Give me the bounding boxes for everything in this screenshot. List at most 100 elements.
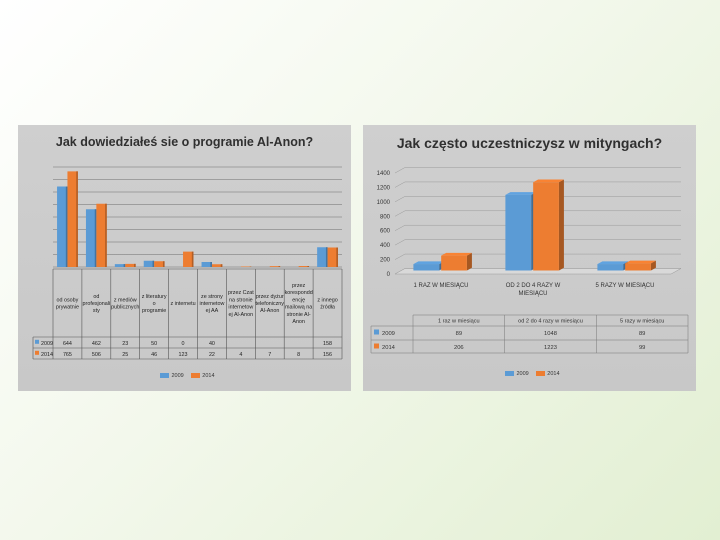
row-key-2009 xyxy=(35,339,39,344)
bar-2009-3 xyxy=(143,260,155,267)
x-tick-label-line: Al-Anon xyxy=(260,308,279,314)
bar-side-2009-9 xyxy=(325,247,328,267)
x-tick-label: przez Czat na stronie internetow ej Al-Anon xyxy=(228,290,254,318)
gridline-depth xyxy=(394,196,406,203)
x-tick-label-line: ze strony xyxy=(201,294,223,300)
x-tick-label-line: przez xyxy=(292,283,305,289)
row-key-2014 xyxy=(374,343,379,349)
x-tick-label-line: internetow xyxy=(200,301,225,307)
chart-panel-sources: Jak dowiedziałeś sie o programie Al-Anon… xyxy=(18,125,351,391)
bar-side-2014-3 xyxy=(162,261,165,267)
data-label: 89 xyxy=(456,331,462,337)
y-tick-label: 1000 xyxy=(377,200,391,206)
legend-label-2014: 2014 xyxy=(202,373,215,379)
x-tick-label: 5 RAZY W MIESIĄCU xyxy=(596,283,655,289)
x-tick-label: 1 RAZ W MIESIĄCU xyxy=(413,283,468,289)
bar-2014-4 xyxy=(183,251,194,267)
bar-2009-0 xyxy=(413,264,440,271)
x-tick-label-line: przez Czat xyxy=(228,290,254,296)
bar-2014-9 xyxy=(327,247,338,267)
bar-top-2009-2 xyxy=(597,261,629,265)
y-tick-label: 400 xyxy=(380,243,391,249)
x-tick-label-line: z literatury xyxy=(142,294,167,300)
gridline-depth xyxy=(394,167,406,174)
bar-side-2009-0 xyxy=(65,186,68,267)
data-label: 1223 xyxy=(544,345,557,351)
x-tick-label-line: MIESIĄCU xyxy=(518,291,547,297)
x-tick-label-line: o xyxy=(153,301,156,307)
bar-side-2014-8 xyxy=(307,266,310,267)
bar-side-2009-2 xyxy=(123,264,126,267)
x-tick-label-line: publicznych xyxy=(111,305,139,311)
x-tick-label-line: 1 RAZ W MIESIĄCU xyxy=(413,283,468,289)
bar-side-2014-7 xyxy=(278,266,281,267)
data-label: 0 xyxy=(182,341,185,347)
y-tick-label: 200 xyxy=(380,258,391,264)
data-label: 50 xyxy=(151,341,157,347)
data-label: 123 xyxy=(179,352,188,358)
bar-side-2014-1 xyxy=(558,179,564,271)
x-tick-label-line: źródła xyxy=(320,305,335,311)
x-tick-label-line: z innego xyxy=(317,297,337,303)
x-tick-label: z internetu xyxy=(170,301,195,307)
data-label: 25 xyxy=(122,352,128,358)
bar-2009-9 xyxy=(317,247,328,267)
bar-2009-0 xyxy=(57,186,68,267)
y-tick-label: 0 xyxy=(387,272,391,278)
bar-side-2014-2 xyxy=(650,260,656,271)
gridline-depth xyxy=(394,239,406,246)
data-label: 8 xyxy=(297,352,300,358)
x-tick-label-line: na stronie xyxy=(229,297,253,303)
bar-side-2014-6 xyxy=(249,266,252,267)
chart-legend: 2009 2014 xyxy=(18,373,351,379)
bar-top-2009-0 xyxy=(413,261,445,265)
bar-side-2009-3 xyxy=(152,260,155,267)
x-tick-label-line: internetow xyxy=(228,305,253,311)
bar-side-2014-0 xyxy=(76,171,78,267)
chart-canvas: 0 200 400 600 800 1000 1200 1400 1 RAZ W MIESIĄC… xyxy=(370,167,689,354)
bar-top-2014-1 xyxy=(533,179,564,183)
bar-2014-7 xyxy=(269,266,281,267)
x-tick-label-line: telefoniczny xyxy=(256,301,285,307)
legend-swatch-2014 xyxy=(191,373,201,379)
data-label: 23 xyxy=(122,341,128,347)
x-tick-label: z literatury o programie xyxy=(142,294,167,314)
bar-side-2014-0 xyxy=(466,252,472,271)
bar-side-2014-9 xyxy=(336,247,338,267)
gridline-depth xyxy=(394,224,406,231)
bar-2014-2 xyxy=(125,263,136,267)
row-header-2014: 2014 xyxy=(41,352,53,358)
bar-2014-6 xyxy=(240,266,252,267)
legend-label-2014: 2014 xyxy=(547,371,560,377)
bar-side-2014-5 xyxy=(220,264,223,267)
x-tick-label-line: ej Al-Anon xyxy=(229,312,254,318)
legend-swatch-2014 xyxy=(536,371,546,377)
y-tick-label: 1200 xyxy=(377,185,391,191)
x-tick-label: przez dyżur telefoniczny Al-Anon xyxy=(256,294,285,314)
x-tick-label: OD 2 DO 4 RAZY W MIESIĄCU xyxy=(506,283,561,297)
legend-label-2009: 2009 xyxy=(171,373,184,379)
x-tick-label-line: programie xyxy=(142,308,166,314)
table-header: 5 razy w miesiącu xyxy=(620,319,664,325)
bar-side-2009-1 xyxy=(94,209,97,267)
bar-2014-5 xyxy=(211,264,223,267)
bar-top-2014-2 xyxy=(625,260,656,264)
x-tick-label-line: Anon xyxy=(292,319,305,325)
x-tick-label-line: sty xyxy=(93,308,100,314)
x-tick-label-line: encję xyxy=(292,297,305,303)
bar-2009-5 xyxy=(201,262,212,267)
bar-2014-3 xyxy=(154,261,165,267)
table-header: 1 raz w miesiącu xyxy=(438,319,480,325)
x-tick-label: ze strony internetow ej AA xyxy=(200,294,225,314)
legend-swatch-2009 xyxy=(505,371,515,377)
legend-swatch-2009 xyxy=(160,373,170,379)
bar-2009-1 xyxy=(85,209,97,267)
bar-side-2014-2 xyxy=(134,263,136,267)
x-tick-label-line: przez dyżur xyxy=(256,294,284,300)
y-tick-label: 600 xyxy=(380,229,391,235)
bar-2009-1 xyxy=(505,194,532,271)
row-header-2009: 2009 xyxy=(41,341,53,347)
y-tick-label: 800 xyxy=(380,214,391,220)
x-tick-label-line: profesjonali xyxy=(83,301,111,307)
